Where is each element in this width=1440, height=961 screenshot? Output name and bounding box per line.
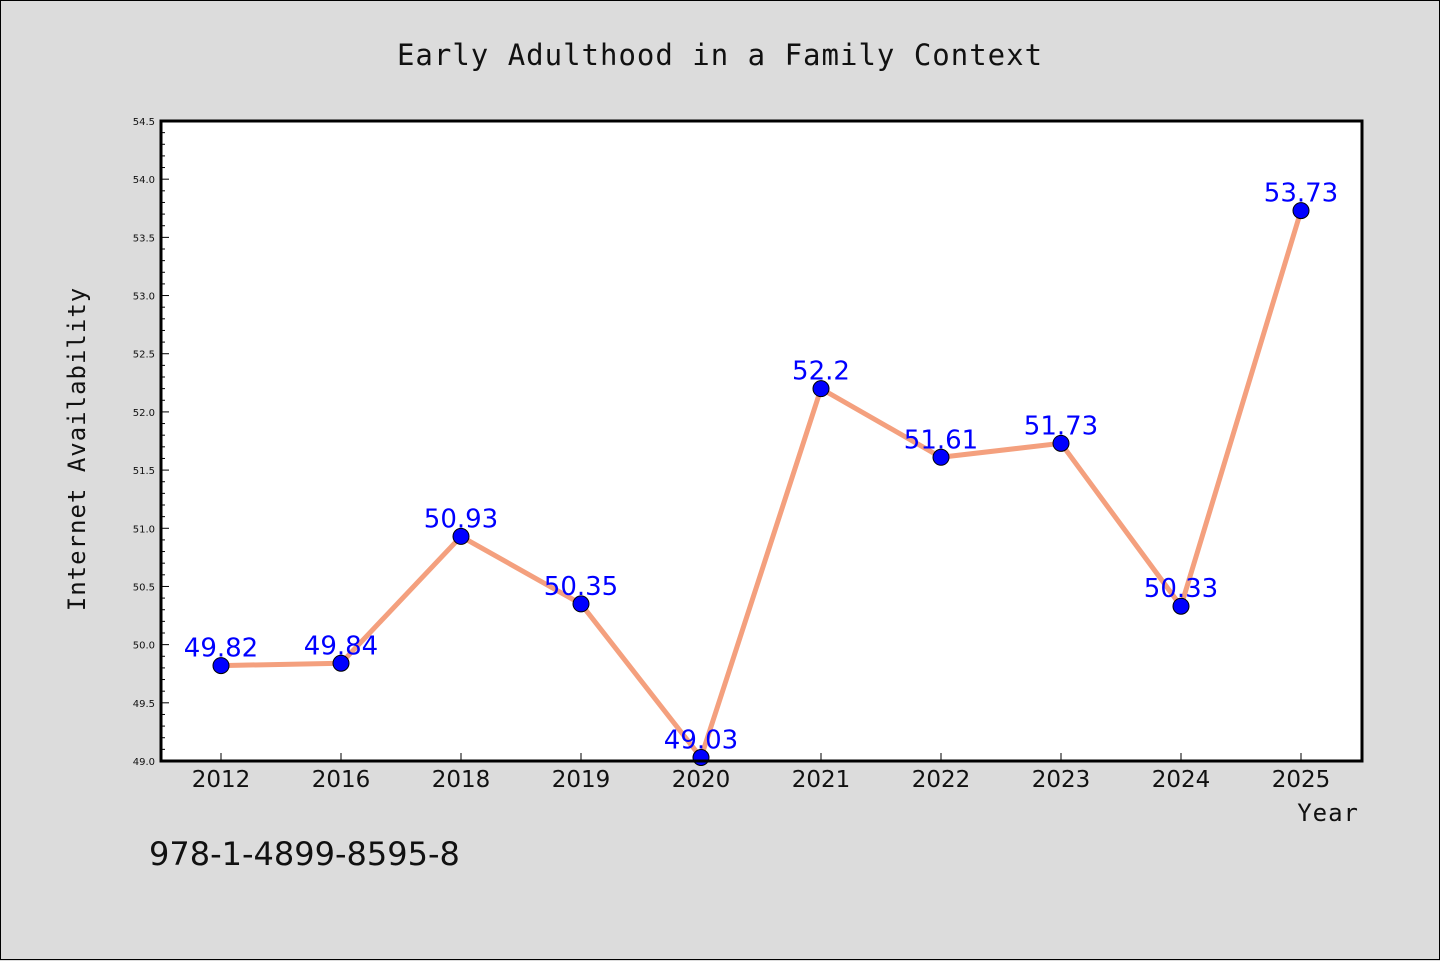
x-tick-label: 2021: [792, 767, 851, 793]
data-label: 51.61: [904, 425, 978, 455]
x-tick-label: 2023: [1032, 767, 1091, 793]
x-axis: 2012 2016 2018 2019 2020 2021 2022 2023 2024 2025: [192, 753, 1331, 793]
series-markers: [212, 202, 1310, 767]
data-label: 49.84: [304, 631, 378, 661]
data-point: [212, 657, 230, 675]
y-tick-label: 49.5: [133, 699, 155, 710]
data-label: 50.35: [544, 572, 618, 602]
x-axis-label: Year: [1297, 799, 1359, 827]
x-tick-label: 2018: [432, 767, 491, 793]
y-axis: 49.0 49.5 50.0 50.5 51.0 51.5 52.0 52.5 53.0 53.5…: [133, 117, 169, 768]
data-label: 50.93: [424, 504, 498, 534]
x-tick-label: 2022: [912, 767, 971, 793]
data-point: [812, 380, 830, 398]
x-tick-label: 2012: [192, 767, 251, 793]
y-tick-label: 51.0: [133, 524, 155, 535]
y-tick-label: 52.5: [133, 350, 155, 361]
data-label: 49.82: [184, 634, 258, 664]
x-tick-label: 2016: [312, 767, 371, 793]
plot-area: [161, 121, 1362, 761]
data-point: [1172, 597, 1190, 615]
y-tick-label: 49.0: [133, 757, 155, 768]
series-line: [218, 208, 1304, 761]
y-tick-label: 54.5: [133, 117, 155, 128]
data-label: 53.73: [1264, 179, 1338, 209]
chart-title: Early Adulthood in a Family Context: [397, 38, 1043, 72]
x-tick-label: 2024: [1152, 767, 1211, 793]
x-tick-label: 2020: [672, 767, 731, 793]
plot-border: [159, 119, 1364, 763]
data-label: 52.2: [792, 357, 850, 387]
data-label: 51.73: [1024, 411, 1098, 441]
data-point: [1292, 202, 1310, 220]
data-labels: 49.82 49.84 50.93 50.35 49.03 52.2 51.61 51.73 5…: [184, 179, 1338, 756]
data-point: [332, 654, 350, 672]
y-axis-label: Internet Availability: [63, 287, 91, 611]
y-tick-label: 50.0: [133, 641, 155, 652]
data-point: [932, 448, 950, 466]
data-label: 50.33: [1144, 574, 1218, 604]
y-tick-label: 53.5: [133, 233, 155, 244]
data-point: [572, 595, 590, 613]
data-point: [452, 527, 470, 545]
y-tick-label: 51.5: [133, 466, 155, 477]
x-tick-label: 2025: [1272, 767, 1331, 793]
y-tick-label: 52.0: [133, 408, 155, 419]
y-tick-label: 54.0: [133, 175, 155, 186]
data-point: [1052, 434, 1070, 452]
isbn-text: 978-1-4899-8595-8: [149, 835, 460, 873]
y-tick-label: 50.5: [133, 582, 155, 593]
data-label: 49.03: [664, 726, 738, 756]
x-tick-label: 2019: [552, 767, 611, 793]
y-tick-label: 53.0: [133, 292, 155, 303]
series-polyline: [218, 208, 1304, 761]
